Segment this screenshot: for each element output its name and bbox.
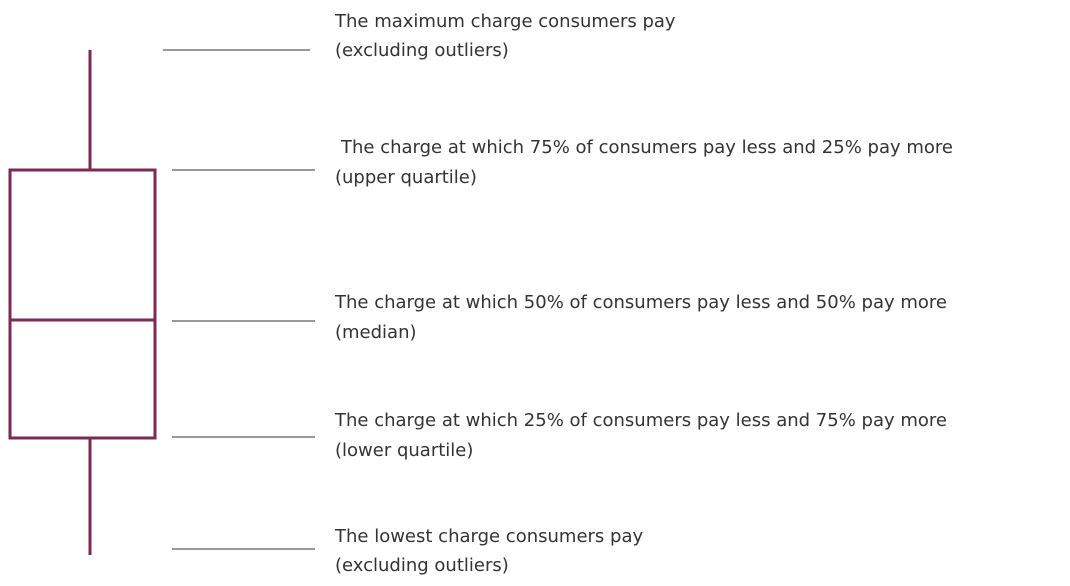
label-text: The charge at which 50% of consumers pay… — [334, 292, 947, 313]
label-text: The charge at which 75% of consumers pay… — [340, 137, 953, 158]
label-text: The lowest charge consumers pay — [334, 526, 643, 547]
label-detail: (upper quartile) — [335, 167, 477, 188]
label-detail: (lower quartile) — [335, 440, 473, 461]
label-text: The maximum charge consumers pay — [334, 11, 676, 32]
label-text: The charge at which 25% of consumers pay… — [334, 410, 947, 431]
label-detail: (excluding outliers) — [335, 555, 509, 576]
box — [8, 168, 157, 440]
label-detail: (excluding outliers) — [335, 40, 509, 61]
label-detail: (median) — [335, 322, 417, 343]
